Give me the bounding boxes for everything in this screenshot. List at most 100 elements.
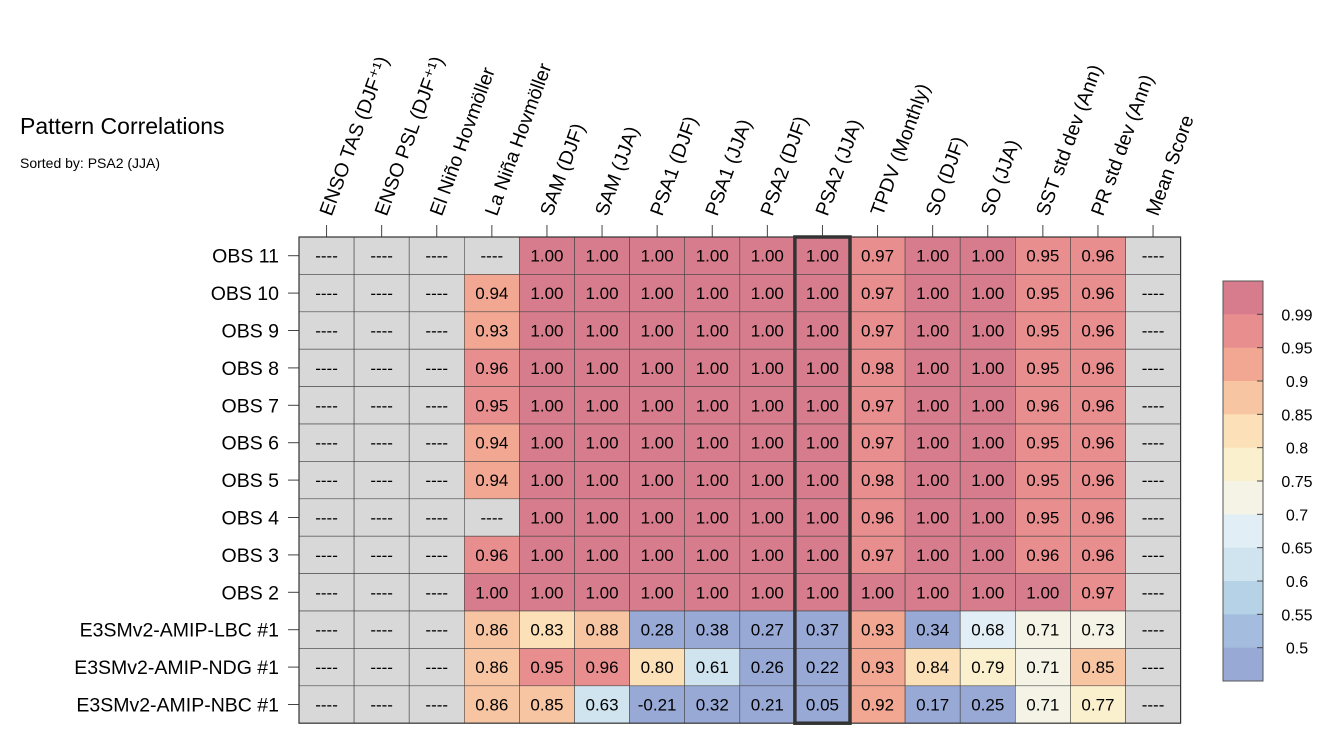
cell-value-label: 1.00 bbox=[530, 546, 563, 565]
cell-value-label: 1.00 bbox=[530, 509, 563, 528]
heatmap-cell bbox=[463, 573, 520, 612]
heatmap-cell bbox=[794, 386, 851, 425]
heatmap-cell bbox=[629, 386, 685, 425]
colorbar-tick-label: 0.99 bbox=[1281, 307, 1312, 324]
cell-value-label: 1.00 bbox=[586, 284, 619, 303]
heatmap-cell bbox=[463, 535, 520, 574]
colorbar-tick-label: 0.8 bbox=[1286, 441, 1308, 458]
heatmap-cell bbox=[794, 348, 851, 387]
cell-value-label: 1.00 bbox=[586, 509, 619, 528]
cell-value-label: 1.00 bbox=[751, 583, 784, 602]
cell-value-label: ---- bbox=[425, 583, 448, 602]
cell-value-label: ---- bbox=[315, 396, 338, 415]
cell-value-label: 1.00 bbox=[586, 471, 619, 490]
heatmap-cell bbox=[408, 535, 465, 574]
heatmap-cell bbox=[298, 610, 355, 649]
heatmap-cell bbox=[298, 498, 355, 537]
cell-value-label: ---- bbox=[481, 509, 504, 528]
cell-value-label: 1.00 bbox=[806, 284, 839, 303]
heatmap-cell bbox=[463, 311, 520, 350]
heatmap-cell bbox=[1014, 535, 1071, 574]
heatmap-cell bbox=[794, 685, 851, 724]
row-label-e3smv2-amip-nbc-1: E3SMv2-AMIP-NBC #1 bbox=[76, 695, 279, 717]
cell-value-label: 0.96 bbox=[1026, 546, 1059, 565]
cell-value-label: ---- bbox=[1142, 583, 1165, 602]
cell-value-label: ---- bbox=[315, 583, 338, 602]
heatmap-cell bbox=[794, 498, 851, 537]
row-label-obs-9: OBS 9 bbox=[222, 321, 279, 343]
heatmap-cell bbox=[1014, 610, 1071, 649]
colorbar-segment bbox=[1223, 481, 1263, 515]
cell-value-label: 1.00 bbox=[586, 359, 619, 378]
column-label-sam-jja: SAM (JJA) bbox=[591, 124, 644, 219]
cell-value-label: 0.97 bbox=[861, 396, 894, 415]
cell-value-label: 0.32 bbox=[696, 696, 729, 715]
heatmap-cell bbox=[684, 685, 741, 724]
heatmap-cell bbox=[1125, 311, 1181, 350]
heatmap-cell bbox=[1014, 461, 1071, 500]
heatmap-cell bbox=[1125, 274, 1181, 313]
cell-value-label: ---- bbox=[315, 621, 338, 640]
cell-value-label: 1.00 bbox=[530, 247, 563, 266]
cell-value-label: 0.80 bbox=[641, 658, 674, 677]
heatmap-cell bbox=[849, 311, 906, 350]
cell-value-label: ---- bbox=[425, 621, 448, 640]
heatmap-cell bbox=[463, 610, 520, 649]
heatmap-cell bbox=[1070, 348, 1126, 387]
heatmap-cell bbox=[959, 274, 1016, 313]
cell-value-label: 1.00 bbox=[586, 583, 619, 602]
heatmap-cell bbox=[629, 423, 685, 462]
cell-value-label: 1.00 bbox=[586, 396, 619, 415]
cell-value-label: 1.00 bbox=[806, 359, 839, 378]
cell-value-label: 0.95 bbox=[530, 658, 563, 677]
heatmap-cell bbox=[629, 348, 685, 387]
cell-value-label: 1.00 bbox=[696, 247, 729, 266]
cell-value-label: ---- bbox=[370, 322, 393, 341]
cell-value-label: ---- bbox=[425, 284, 448, 303]
heatmap-cell bbox=[739, 236, 796, 275]
column-label-so-djf: SO (DJF) bbox=[922, 134, 971, 219]
cell-value-label: ---- bbox=[425, 658, 448, 677]
cell-value-label: ---- bbox=[1142, 322, 1165, 341]
column-label-psa1-jja: PSA1 (JJA) bbox=[701, 116, 756, 218]
row-label-obs-4: OBS 4 bbox=[222, 508, 280, 530]
heatmap-cell bbox=[739, 348, 796, 387]
chart-subtitle: Sorted by: PSA2 (JJA) bbox=[20, 155, 161, 171]
cell-value-label: 1.00 bbox=[916, 583, 949, 602]
heatmap-cell bbox=[959, 236, 1016, 275]
heatmap-cell bbox=[739, 573, 796, 612]
cell-value-label: ---- bbox=[425, 434, 448, 453]
cell-value-label: 0.97 bbox=[861, 434, 894, 453]
heatmap-cell bbox=[1125, 461, 1181, 500]
cell-value-label: 0.94 bbox=[475, 434, 508, 453]
heatmap-cell bbox=[463, 274, 520, 313]
heatmap-cell bbox=[1070, 236, 1126, 275]
cell-value-label: 0.95 bbox=[1026, 284, 1059, 303]
cell-value-label: 1.00 bbox=[916, 509, 949, 528]
cell-value-label: 1.00 bbox=[806, 583, 839, 602]
cell-value-label: 1.00 bbox=[586, 434, 619, 453]
cell-value-label: ---- bbox=[315, 359, 338, 378]
cell-value-label: 0.17 bbox=[916, 696, 949, 715]
cell-value-label: 1.00 bbox=[641, 247, 674, 266]
cell-value-label: 1.00 bbox=[530, 284, 563, 303]
cell-value-label: 0.95 bbox=[1026, 434, 1059, 453]
cell-value-label: 0.96 bbox=[1026, 396, 1059, 415]
cell-value-label: 0.84 bbox=[916, 658, 949, 677]
heatmap-cell bbox=[463, 498, 520, 537]
cell-value-label: 1.00 bbox=[971, 546, 1004, 565]
cell-value-label: 0.71 bbox=[1026, 621, 1059, 640]
cell-value-label: 0.86 bbox=[475, 621, 508, 640]
cell-value-label: 0.97 bbox=[861, 322, 894, 341]
cell-value-label: 0.95 bbox=[1026, 359, 1059, 378]
cell-value-label: 1.00 bbox=[916, 546, 949, 565]
cell-value-label: 0.68 bbox=[971, 621, 1004, 640]
heatmap-cell bbox=[519, 423, 575, 462]
cell-value-label: ---- bbox=[1142, 471, 1165, 490]
column-label-sam-djf: SAM (DJF) bbox=[536, 121, 590, 219]
column-label-mean-score: Mean Score bbox=[1142, 112, 1199, 218]
column-labels: ENSO TAS (DJF⁺¹)ENSO PSL (DJF⁺¹)El Niño … bbox=[316, 54, 1199, 237]
heatmap-cell bbox=[684, 236, 741, 275]
heatmap-cell bbox=[408, 648, 465, 687]
cell-value-label: 0.93 bbox=[861, 621, 894, 640]
